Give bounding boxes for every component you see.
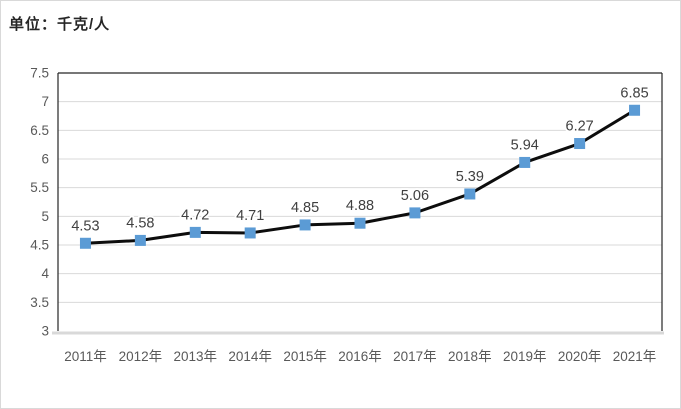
- data-point-marker: [409, 207, 421, 219]
- x-tick-label: 2014年: [228, 349, 272, 364]
- y-tick-label: 7.5: [30, 66, 49, 81]
- data-point-marker: [464, 188, 476, 200]
- data-point-marker: [629, 104, 641, 116]
- y-tick-label: 4: [41, 266, 49, 281]
- data-point-label: 6.27: [566, 119, 594, 135]
- data-point-label: 4.88: [346, 198, 374, 214]
- y-tick-label: 6: [41, 152, 49, 167]
- y-tick-label: 3: [41, 324, 49, 339]
- data-point-label: 6.85: [620, 85, 648, 101]
- x-tick-label: 2017年: [393, 349, 437, 364]
- data-point-marker: [354, 217, 366, 229]
- data-point-marker: [134, 234, 146, 246]
- y-tick-label: 3.5: [30, 295, 49, 310]
- data-point-label: 4.71: [236, 208, 264, 224]
- data-point-marker: [79, 237, 91, 249]
- unit-label: 单位：千克/人: [9, 16, 111, 33]
- data-point-marker: [244, 227, 256, 239]
- data-point-label: 5.06: [401, 188, 429, 204]
- y-tick-label: 6.5: [30, 123, 49, 138]
- data-point-label: 4.85: [291, 200, 319, 216]
- y-tick-label: 5: [41, 209, 49, 224]
- x-tick-label: 2018年: [448, 349, 492, 364]
- x-tick-label: 2013年: [173, 349, 217, 364]
- x-tick-label: 2011年: [64, 349, 107, 364]
- x-tick-label: 2016年: [338, 349, 382, 364]
- x-tick-label: 2021年: [613, 349, 657, 364]
- data-point-marker: [519, 156, 531, 168]
- x-tick-label: 2015年: [283, 349, 327, 364]
- y-tick-label: 7: [41, 94, 49, 109]
- x-tick-label: 2019年: [503, 349, 547, 364]
- data-point-marker: [189, 226, 201, 238]
- data-point-label: 4.72: [181, 207, 209, 223]
- y-tick-label: 4.5: [30, 238, 49, 253]
- data-point-label: 5.94: [511, 137, 539, 153]
- x-tick-label: 2020年: [558, 349, 602, 364]
- x-tick-label: 2012年: [119, 349, 163, 364]
- data-point-label: 4.58: [126, 215, 154, 231]
- data-point-marker: [299, 219, 311, 231]
- data-point-marker: [574, 138, 586, 150]
- y-tick-label: 5.5: [30, 180, 49, 195]
- data-point-label: 5.39: [456, 169, 484, 185]
- data-point-label: 4.53: [71, 218, 99, 234]
